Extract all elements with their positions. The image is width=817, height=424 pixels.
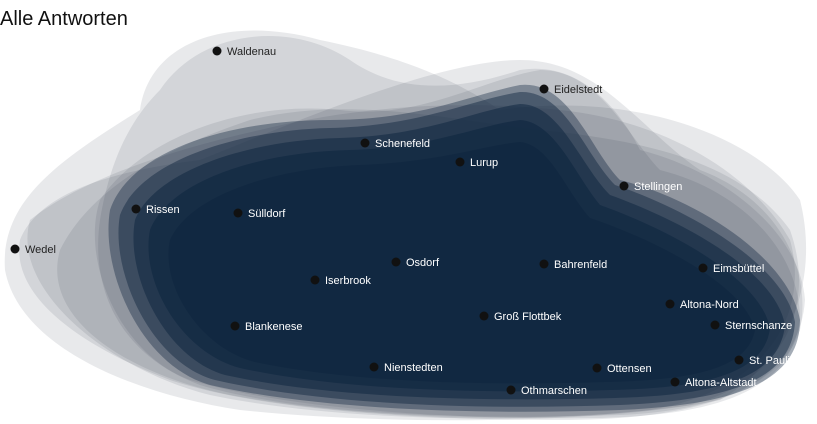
place-marker: Ottensen [592,363,652,375]
place-dot [665,299,675,309]
place-marker: Wedel [10,244,56,256]
place-label: Eidelstedt [554,84,602,96]
place-marker: Nienstedten [369,362,443,374]
place-dot [734,355,744,365]
place-dot [455,157,465,167]
place-dot [391,257,401,267]
place-marker: Schenefeld [360,138,430,150]
place-marker: Sülldorf [233,208,286,220]
place-marker: Iserbrook [310,275,371,287]
place-marker: Stellingen [619,181,682,193]
place-label: Lurup [470,157,498,169]
place-marker: Eimsbüttel [698,263,764,275]
place-label: Altona-Nord [680,299,739,311]
place-marker: Sternschanze [710,320,792,332]
place-label: St. Pauli [749,355,790,367]
place-label: Osdorf [406,257,440,269]
place-dot [233,208,243,218]
place-dot [10,244,20,254]
place-marker: Othmarschen [506,385,587,397]
place-label: Ottensen [607,363,652,375]
place-label: Iserbrook [325,275,371,287]
place-dot [619,181,629,191]
place-marker: Osdorf [391,257,440,269]
place-dot [230,321,240,331]
place-label: Groß Flottbek [494,311,562,323]
place-label: Sülldorf [248,208,286,220]
response-area-layers [4,30,807,421]
place-marker: Altona-Altstadt [670,377,757,389]
place-dot [710,320,720,330]
place-marker: Waldenau [212,46,276,58]
place-dot [539,84,549,94]
place-markers: Waldenau Eidelstedt Schenefeld Lurup Stellin… [10,46,792,397]
place-marker: Altona-Nord [665,299,739,311]
place-label: Blankenese [245,321,303,333]
place-marker: Groß Flottbek [479,311,562,323]
place-label: Bahrenfeld [554,259,607,271]
place-dot [539,259,549,269]
place-label: Othmarschen [521,385,587,397]
place-dot [310,275,320,285]
place-label: Schenefeld [375,138,430,150]
place-dot [360,138,370,148]
place-dot [698,263,708,273]
place-label: Sternschanze [725,320,792,332]
place-label: Eimsbüttel [713,263,764,275]
map-title: Alle Antworten [0,8,128,30]
place-marker: Bahrenfeld [539,259,607,271]
place-label: Altona-Altstadt [685,377,757,389]
place-label: Rissen [146,204,180,216]
place-marker: Lurup [455,157,498,169]
place-marker: Rissen [131,204,180,216]
place-dot [506,385,516,395]
place-dot [369,362,379,372]
place-marker: Eidelstedt [539,84,602,96]
response-area-core-5 [168,142,756,384]
place-dot [670,377,680,387]
place-label: Nienstedten [384,362,443,374]
place-label: Waldenau [227,46,276,58]
place-marker: St. Pauli [734,355,790,367]
place-dot [212,46,222,56]
place-dot [592,363,602,373]
place-dot [479,311,489,321]
place-label: Wedel [25,244,56,256]
place-marker: Blankenese [230,321,303,333]
place-label: Stellingen [634,181,682,193]
place-dot [131,204,141,214]
